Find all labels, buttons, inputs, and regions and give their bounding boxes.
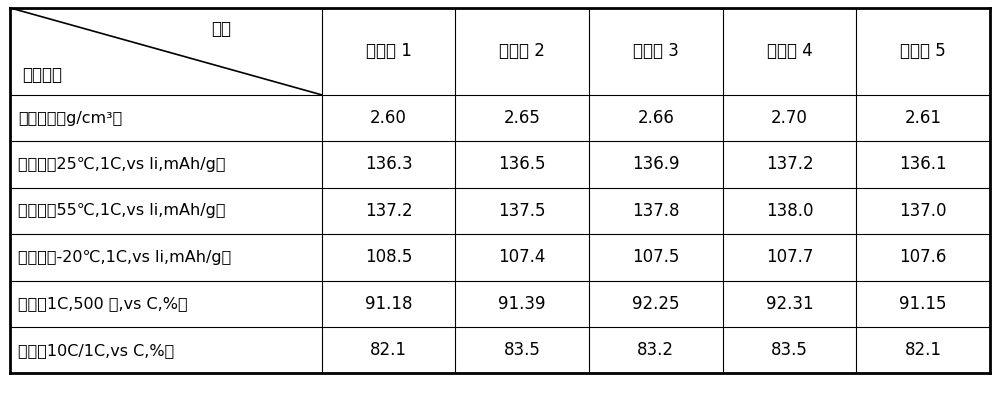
- Text: 107.6: 107.6: [899, 248, 947, 266]
- Text: 比容量（25℃,1C,vs li,mAh/g）: 比容量（25℃,1C,vs li,mAh/g）: [18, 157, 226, 172]
- Text: 比容量（55℃,1C,vs li,mAh/g）: 比容量（55℃,1C,vs li,mAh/g）: [18, 204, 226, 219]
- Text: 2.70: 2.70: [771, 109, 808, 127]
- Text: 138.0: 138.0: [766, 202, 813, 220]
- Text: 91.18: 91.18: [365, 295, 412, 313]
- Text: 2.61: 2.61: [905, 109, 942, 127]
- Text: 136.1: 136.1: [899, 156, 947, 173]
- Text: 136.9: 136.9: [632, 156, 680, 173]
- Text: 比容量（-20℃,1C,vs li,mAh/g）: 比容量（-20℃,1C,vs li,mAh/g）: [18, 250, 231, 265]
- Text: 92.31: 92.31: [766, 295, 813, 313]
- Text: 136.3: 136.3: [365, 156, 412, 173]
- Text: 91.39: 91.39: [498, 295, 546, 313]
- Text: 实施例 1: 实施例 1: [366, 42, 411, 61]
- Text: 振实密度（g/cm³）: 振实密度（g/cm³）: [18, 110, 122, 125]
- Text: 92.25: 92.25: [632, 295, 680, 313]
- Text: 2.66: 2.66: [637, 109, 674, 127]
- Text: 实施例 5: 实施例 5: [900, 42, 946, 61]
- Text: 循环（1C,500 次,vs C,%）: 循环（1C,500 次,vs C,%）: [18, 296, 188, 311]
- Text: 137.0: 137.0: [899, 202, 947, 220]
- Text: 136.5: 136.5: [498, 156, 546, 173]
- Text: 83.2: 83.2: [637, 341, 674, 359]
- Text: 108.5: 108.5: [365, 248, 412, 266]
- Text: 82.1: 82.1: [905, 341, 942, 359]
- Text: 实施例 3: 实施例 3: [633, 42, 679, 61]
- Text: 107.5: 107.5: [632, 248, 680, 266]
- Text: 137.2: 137.2: [365, 202, 412, 220]
- Text: 倍率（10C/1C,vs C,%）: 倍率（10C/1C,vs C,%）: [18, 343, 174, 358]
- Text: 107.7: 107.7: [766, 248, 813, 266]
- Text: 137.2: 137.2: [766, 156, 813, 173]
- Text: 83.5: 83.5: [504, 341, 541, 359]
- Text: 137.8: 137.8: [632, 202, 680, 220]
- Text: 82.1: 82.1: [370, 341, 407, 359]
- Text: 实施例 2: 实施例 2: [499, 42, 545, 61]
- Text: 83.5: 83.5: [771, 341, 808, 359]
- Text: 107.4: 107.4: [498, 248, 546, 266]
- Text: 91.15: 91.15: [899, 295, 947, 313]
- Text: 测试项目: 测试项目: [22, 66, 62, 84]
- Text: 2.60: 2.60: [370, 109, 407, 127]
- Text: 137.5: 137.5: [498, 202, 546, 220]
- Text: 样品: 样品: [211, 20, 231, 38]
- Text: 2.65: 2.65: [504, 109, 541, 127]
- Text: 实施例 4: 实施例 4: [767, 42, 812, 61]
